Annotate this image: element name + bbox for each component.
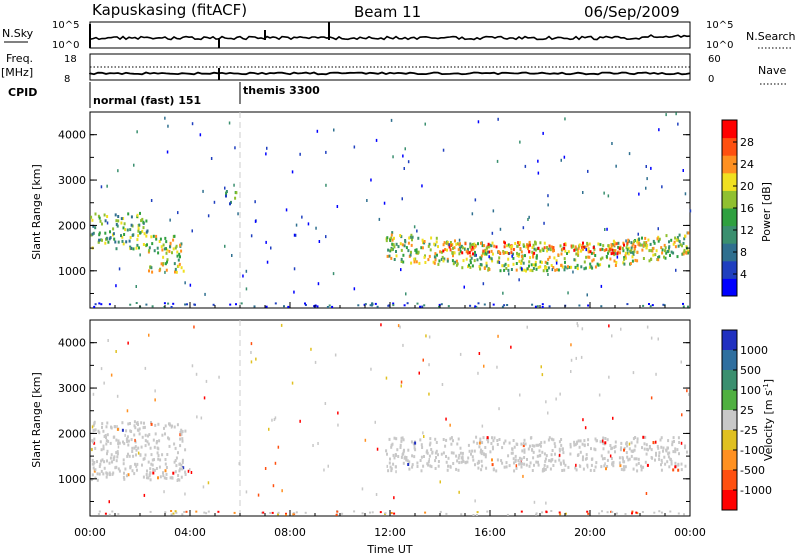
power-colorbar-label: Power [dB] (760, 182, 773, 242)
cpid-label: CPID (8, 86, 37, 99)
velocity-cbar-tick-3: 25 (740, 404, 754, 417)
power-ylabel: Slant Range [km] (30, 164, 43, 260)
velocity-panel-frame (89, 319, 691, 517)
freq-label: Freq. (6, 52, 33, 65)
power-y-axis: 1000 2000 3000 4000 (58, 111, 690, 294)
velocity-scatter-cells (90, 320, 690, 516)
power-colorbar: 4 8 12 16 20 24 28 (721, 119, 754, 297)
freq-trace (89, 66, 691, 80)
nsky-label: N.Sky (2, 27, 34, 40)
power-ytick-1: 2000 (58, 219, 86, 232)
station-title: Kapuskasing (fitACF) (92, 1, 247, 19)
nsearch-tick-bottom: 10^0 (706, 40, 733, 51)
beam-title: Beam 11 (354, 3, 421, 21)
cpid-segment-label-0: normal (fast) 151 (93, 94, 201, 107)
time-xtick-4: 16:00 (474, 526, 506, 539)
date-title: 06/Sep/2009 (584, 3, 680, 21)
nsky-panel-frame (89, 21, 691, 49)
time-xtick-1: 04:00 (174, 526, 206, 539)
velocity-colorbar-label-close: ] (762, 379, 775, 383)
nave-tick-bottom: 0 (708, 74, 714, 85)
velocity-ytick-0: 1000 (58, 473, 86, 486)
power-cbar-tick-4: 20 (740, 180, 754, 193)
velocity-colorbar-label-sup: -1 (762, 383, 770, 390)
time-xlabel: Time UT (366, 543, 412, 554)
nsky-tick-bottom: 10^0 (52, 40, 79, 51)
velocity-colorbar-label: Velocity [m s-1] (762, 379, 775, 461)
velocity-cbar-tick-2: 100 (740, 384, 761, 397)
nsky-trace (89, 22, 691, 48)
power-cbar-tick-2: 12 (740, 224, 754, 237)
velocity-ytick-1: 2000 (58, 427, 86, 440)
velocity-cbar-tick-0: 1000 (740, 344, 768, 357)
power-cbar-tick-6: 28 (740, 136, 754, 149)
time-xtick-5: 20:00 (574, 526, 606, 539)
power-cbar-tick-3: 16 (740, 202, 754, 215)
nave-tick-top: 60 (708, 54, 721, 65)
velocity-cbar-tick-1: 500 (740, 364, 761, 377)
time-xtick-2: 08:00 (274, 526, 306, 539)
velocity-cbar-tick-7: -1000 (740, 484, 772, 497)
power-ytick-3: 4000 (58, 129, 86, 142)
cpid-segment-label-1: themis 3300 (243, 84, 320, 97)
cpid-segments: normal (fast) 151 themis 3300 (89, 82, 320, 108)
velocity-colorbar-label-text: Velocity (762, 417, 775, 461)
velocity-ytick-3: 4000 (58, 337, 86, 350)
velocity-colorbar: 1000 500 100 25 -25 -100 -500 -1000 (721, 329, 772, 511)
freq-panel-frame (89, 53, 691, 81)
velocity-cbar-tick-6: -500 (740, 464, 765, 477)
velocity-y-axis: 1000 2000 3000 4000 (58, 319, 690, 502)
power-cbar-tick-5: 24 (740, 158, 754, 171)
velocity-ylabel: Slant Range [km] (30, 372, 43, 468)
power-panel-frame (89, 111, 691, 309)
time-xtick-3: 12:00 (374, 526, 406, 539)
nsearch-label: N.Search (746, 30, 796, 43)
velocity-cbar-tick-5: -100 (740, 444, 765, 457)
time-x-axis: 00:00 04:00 08:00 12:00 16:00 20:00 00:00 (74, 302, 706, 539)
freq-tick-top: 18 (64, 54, 77, 65)
nsky-tick-top: 10^5 (52, 20, 79, 31)
time-xtick-0: 00:00 (74, 526, 106, 539)
velocity-colorbar-label-unit: [m s (762, 390, 775, 415)
power-ytick-2: 3000 (58, 174, 86, 187)
time-xtick-6: 00:00 (674, 526, 706, 539)
power-cbar-tick-1: 8 (740, 246, 747, 259)
power-ytick-0: 1000 (58, 265, 86, 278)
velocity-ytick-2: 3000 (58, 382, 86, 395)
nave-label: Nave (758, 64, 786, 77)
nsearch-tick-top: 10^5 (706, 20, 733, 31)
velocity-cbar-tick-4: -25 (740, 424, 758, 437)
power-cbar-tick-0: 4 (740, 268, 747, 281)
freq-unit: [MHz] (1, 66, 33, 79)
power-scatter-cells (90, 112, 692, 308)
freq-tick-bottom: 8 (64, 74, 70, 85)
